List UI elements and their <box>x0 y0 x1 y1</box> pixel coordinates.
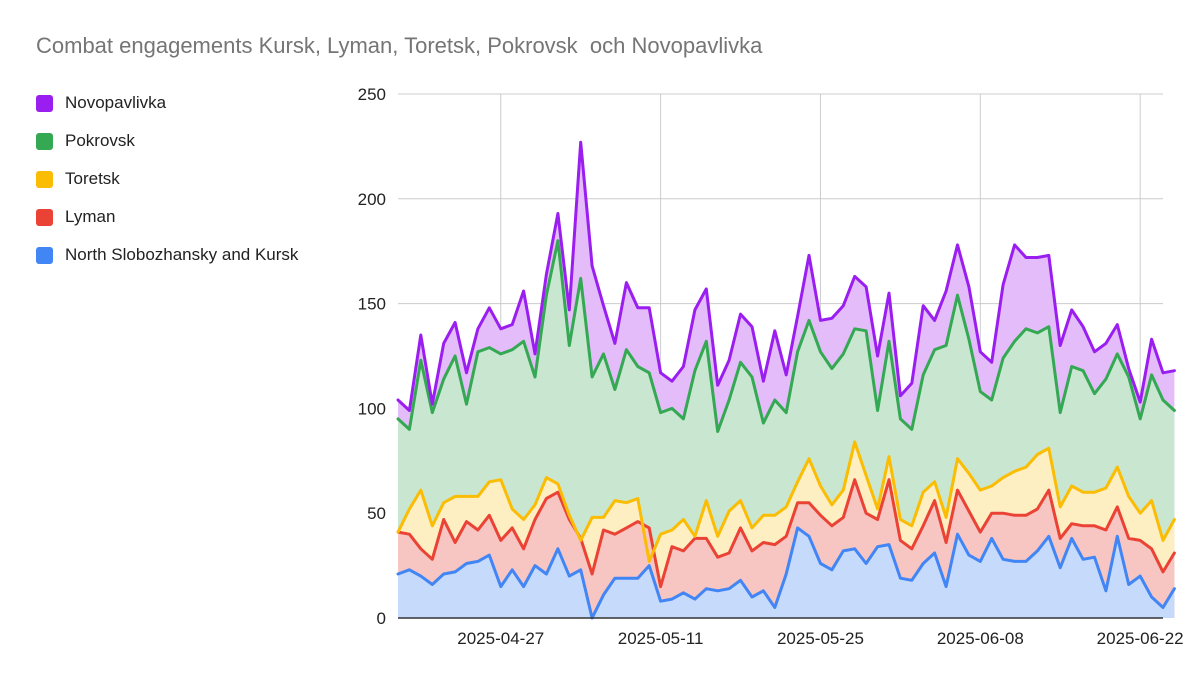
area-north-slobozhansky-and-kursk <box>398 527 1175 618</box>
legend-label: North Slobozhansky and Kursk <box>65 245 299 264</box>
y-tick-label: 0 <box>377 609 386 628</box>
legend-swatch <box>36 170 53 188</box>
x-tick-label: 2025-06-08 <box>937 629 1024 648</box>
line-pokrovsk <box>396 239 1176 433</box>
legend-swatch <box>36 94 53 112</box>
line-novopavlivka <box>396 140 1176 412</box>
legend-label: Lyman <box>65 207 116 226</box>
line-toretsk <box>396 440 1176 563</box>
y-tick-label: 200 <box>358 190 386 209</box>
legend-label: Novopavlivka <box>65 93 167 112</box>
y-tick-label: 150 <box>358 295 386 314</box>
x-tick-label: 2025-05-25 <box>777 629 864 648</box>
legend: Novopavlivka Pokrovsk Toretsk Lyman North Sl… <box>36 84 298 274</box>
line-north-slobozhansky-and-kursk <box>396 526 1176 620</box>
x-tick-label: 2025-05-11 <box>618 629 704 648</box>
y-tick-label: 50 <box>367 504 386 523</box>
x-tick-label: 2025-06-22 <box>1097 629 1184 648</box>
legend-label: Toretsk <box>65 169 120 188</box>
legend-label: Pokrovsk <box>65 131 135 150</box>
y-tick-label: 250 <box>358 85 386 104</box>
chart-title: Combat engagements Kursk, Lyman, Toretsk… <box>36 33 763 58</box>
x-tick-label: 2025-04-27 <box>457 629 544 648</box>
legend-swatch <box>36 246 53 264</box>
legend-swatch <box>36 132 53 150</box>
line-lyman <box>396 478 1176 589</box>
y-tick-label: 100 <box>358 399 386 418</box>
legend-item-toretsk: Toretsk <box>36 160 298 198</box>
legend-swatch <box>36 208 53 226</box>
legend-item-novopavlivka: Novopavlivka <box>36 84 298 122</box>
legend-item-north-slobozhansky-and-kursk: North Slobozhansky and Kursk <box>36 236 298 274</box>
legend-item-pokrovsk: Pokrovsk <box>36 122 298 160</box>
legend-item-lyman: Lyman <box>36 198 298 236</box>
